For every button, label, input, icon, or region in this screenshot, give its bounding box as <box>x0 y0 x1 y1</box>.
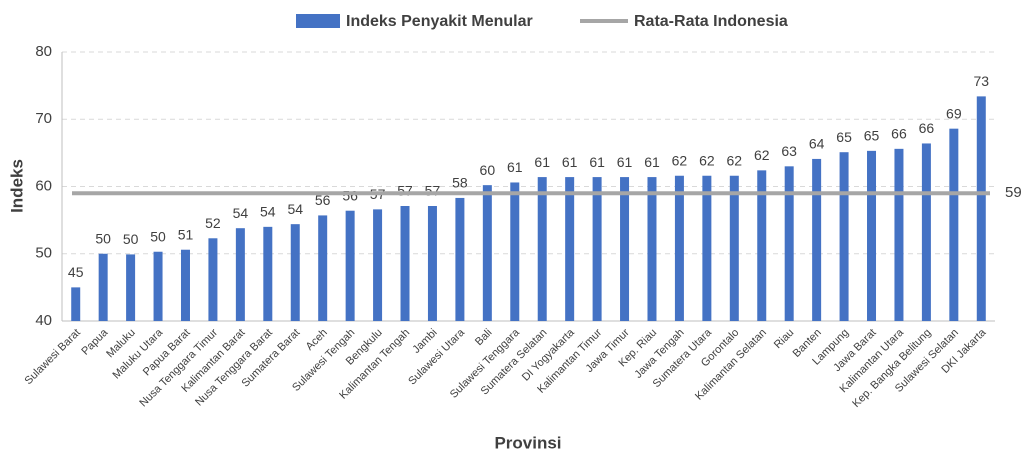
bar <box>537 177 547 321</box>
bar <box>180 249 190 321</box>
legend-label: Rata-Rata Indonesia <box>634 13 788 30</box>
data-label: 62 <box>727 152 743 168</box>
data-label: 54 <box>233 205 249 221</box>
data-label: 54 <box>287 201 303 217</box>
data-label: 61 <box>534 154 550 170</box>
data-label: 66 <box>919 120 935 136</box>
data-label: 52 <box>205 215 221 231</box>
bar <box>345 210 355 321</box>
data-label: 57 <box>397 183 413 199</box>
bar <box>71 287 81 321</box>
bar <box>812 158 822 321</box>
data-label: 50 <box>123 231 139 247</box>
data-label: 61 <box>644 154 660 170</box>
legend-swatch <box>296 14 340 28</box>
bar <box>620 177 630 321</box>
bar <box>318 215 328 321</box>
data-label: 56 <box>342 187 358 203</box>
bar <box>702 175 712 321</box>
data-label: 63 <box>781 143 797 159</box>
x-tick-label: Riau <box>772 327 796 351</box>
data-label: 62 <box>699 152 715 168</box>
bar <box>126 254 136 321</box>
bar <box>592 177 602 321</box>
bar <box>455 197 465 321</box>
bar <box>921 143 931 321</box>
data-label: 58 <box>452 175 468 191</box>
y-tick-label: 50 <box>35 245 52 262</box>
y-tick-label: 70 <box>35 110 52 127</box>
bar <box>674 175 684 321</box>
data-label: 64 <box>809 136 825 152</box>
data-label: 50 <box>95 230 111 246</box>
bar <box>867 150 877 321</box>
bar <box>482 185 492 321</box>
bar <box>373 209 383 321</box>
data-label: 60 <box>480 162 496 178</box>
data-label: 65 <box>864 128 880 144</box>
data-label: 73 <box>973 73 989 89</box>
bar <box>510 182 520 321</box>
data-label: 57 <box>425 183 441 199</box>
data-label: 45 <box>68 264 84 280</box>
bar <box>757 170 767 321</box>
data-label: 61 <box>507 159 523 175</box>
data-label: 51 <box>178 226 194 242</box>
bar <box>949 128 959 321</box>
reference-label: 59 <box>1005 184 1022 201</box>
x-tick-label: Bali <box>473 327 494 348</box>
y-tick-label: 60 <box>35 177 52 194</box>
data-label: 61 <box>589 154 605 170</box>
data-label: 56 <box>315 192 331 208</box>
bar <box>894 148 904 321</box>
data-label: 65 <box>836 129 852 145</box>
data-label: 61 <box>562 154 578 170</box>
bar <box>565 177 575 321</box>
bar <box>784 166 794 321</box>
bar <box>290 224 300 321</box>
x-tick-label: Sulawesi Barat <box>23 327 83 387</box>
bar <box>153 251 163 321</box>
y-axis-label: Indeks <box>7 159 26 213</box>
data-label: 69 <box>946 105 962 121</box>
legend-label: Indeks Penyakit Menular <box>346 13 533 30</box>
data-label: 62 <box>672 152 688 168</box>
bar <box>400 206 410 321</box>
data-label: 66 <box>891 126 907 142</box>
bar <box>427 206 437 321</box>
y-tick-label: 80 <box>35 43 52 60</box>
bar <box>208 238 218 321</box>
data-label: 62 <box>754 147 770 163</box>
x-axis-label: Provinsi <box>494 433 561 452</box>
bar <box>647 177 657 321</box>
data-label: 50 <box>150 228 166 244</box>
bar <box>235 228 245 321</box>
bar <box>98 253 108 321</box>
data-label: 54 <box>260 204 276 220</box>
y-tick-label: 40 <box>35 312 52 329</box>
bar <box>839 152 849 321</box>
bar <box>263 226 273 321</box>
data-label: 61 <box>617 154 633 170</box>
bar <box>976 96 986 321</box>
bar <box>729 175 739 321</box>
